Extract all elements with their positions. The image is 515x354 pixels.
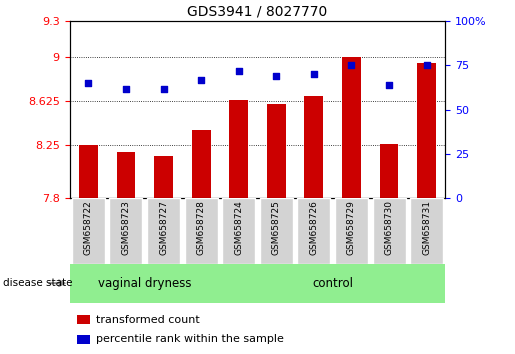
Bar (79, 145, 98, 198)
Bar (410, 198, 443, 264)
Bar (380, 144, 399, 198)
Text: percentile rank within the sample: percentile rank within the sample (96, 335, 284, 344)
Bar (372, 198, 406, 264)
Text: control: control (312, 277, 353, 290)
Bar (297, 198, 331, 264)
Point (310, 72, 318, 77)
Bar (335, 198, 368, 264)
Text: disease state: disease state (3, 278, 72, 288)
Text: GSM658725: GSM658725 (272, 200, 281, 255)
Bar (72, 198, 105, 264)
Text: GSM658726: GSM658726 (310, 200, 318, 255)
Bar (184, 198, 218, 264)
Text: GSM658731: GSM658731 (422, 200, 431, 255)
Text: GSM658723: GSM658723 (122, 200, 130, 255)
Bar (220, 264, 445, 303)
Bar (77, 335, 90, 343)
Point (235, 68, 243, 74)
Text: GSM658724: GSM658724 (234, 200, 243, 255)
Point (423, 63, 431, 68)
Point (197, 77, 205, 82)
Bar (417, 63, 436, 198)
Point (272, 73, 280, 79)
Text: transformed count: transformed count (96, 315, 200, 325)
Bar (267, 104, 286, 198)
Point (160, 86, 168, 91)
Bar (109, 198, 143, 264)
Text: GSM658722: GSM658722 (84, 200, 93, 255)
Text: GSM658729: GSM658729 (347, 200, 356, 255)
Bar (260, 198, 293, 264)
Bar (222, 198, 255, 264)
Title: GDS3941 / 8027770: GDS3941 / 8027770 (187, 5, 328, 19)
Text: GSM658730: GSM658730 (385, 200, 393, 255)
Text: GSM658728: GSM658728 (197, 200, 205, 255)
Bar (77, 315, 90, 324)
Point (84, 80, 93, 86)
Bar (154, 156, 173, 198)
Bar (192, 130, 211, 198)
Bar (70, 264, 220, 303)
Point (385, 82, 393, 88)
Bar (342, 57, 361, 198)
Bar (116, 152, 135, 198)
Bar (304, 96, 323, 198)
Bar (147, 198, 180, 264)
Point (122, 86, 130, 91)
Text: vaginal dryness: vaginal dryness (98, 277, 192, 290)
Bar (229, 100, 248, 198)
Text: GSM658727: GSM658727 (159, 200, 168, 255)
Point (347, 63, 355, 68)
